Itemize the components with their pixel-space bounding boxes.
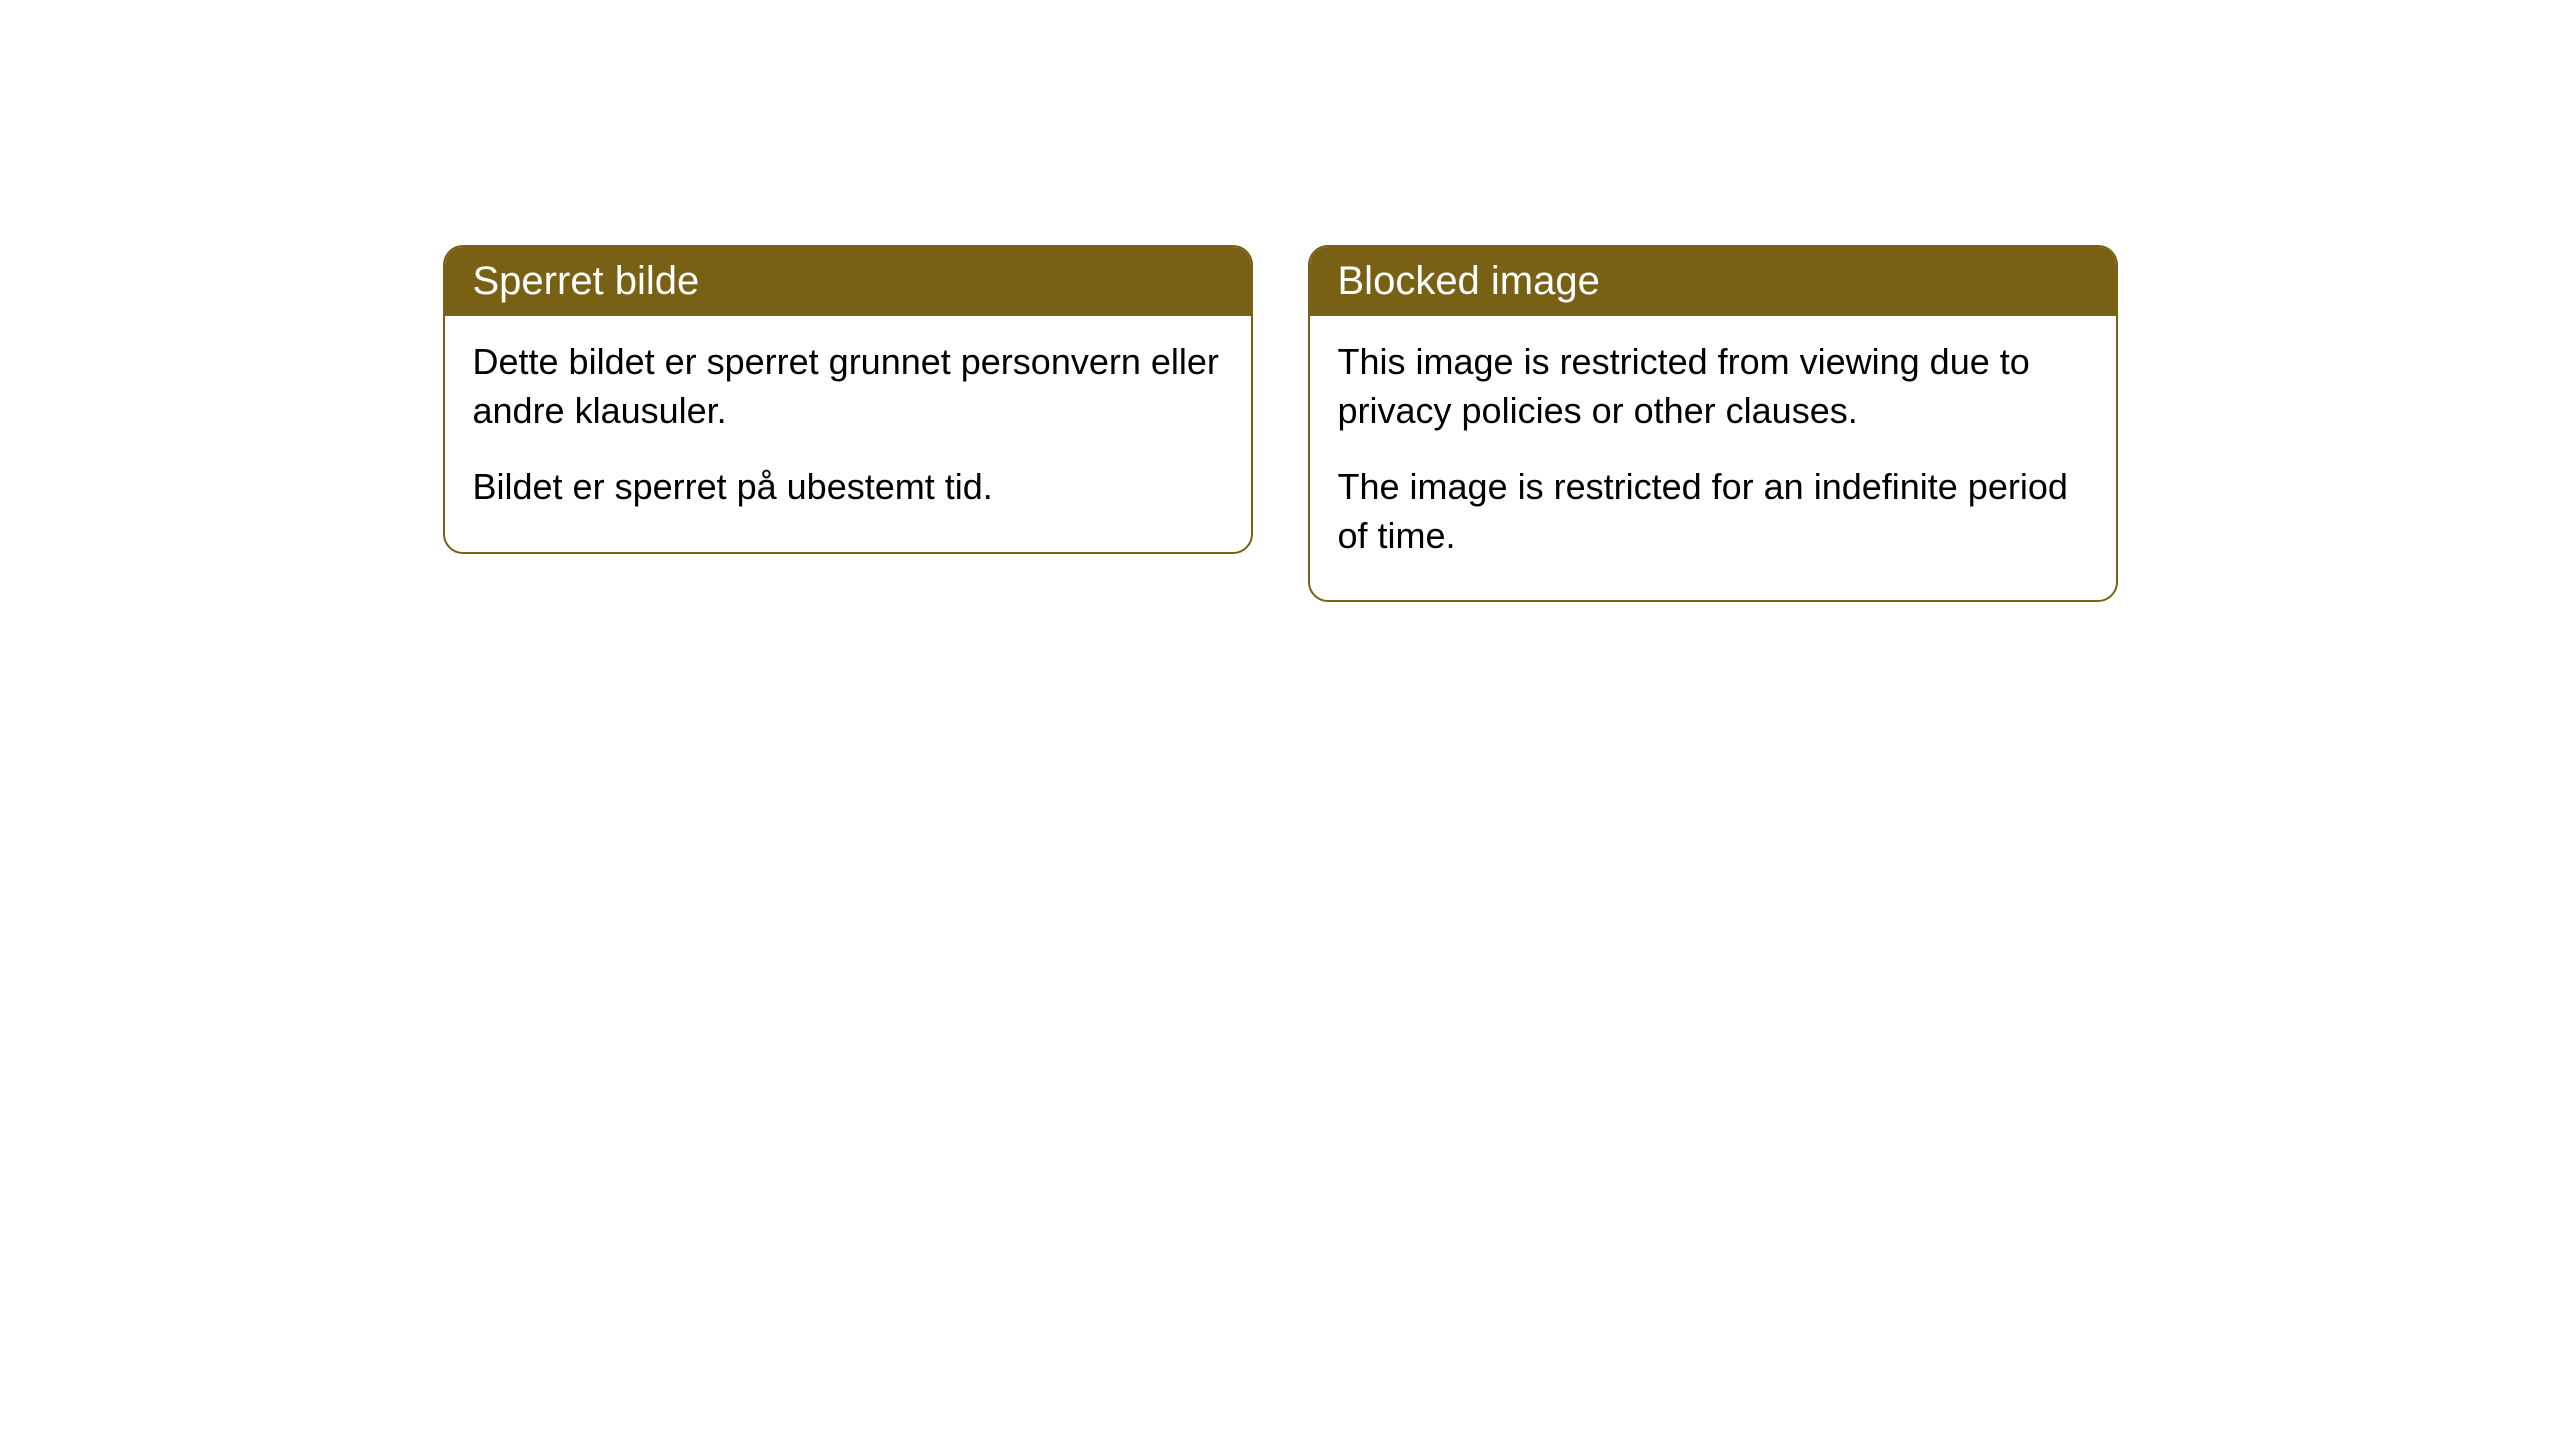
card-title: Blocked image [1338, 259, 1600, 303]
card-paragraph: This image is restricted from viewing du… [1338, 338, 2088, 435]
card-body: Dette bildet er sperret grunnet personve… [445, 316, 1251, 552]
cards-container: Sperret bilde Dette bildet er sperret gr… [443, 245, 2118, 1440]
card-paragraph: Bildet er sperret på ubestemt tid. [473, 463, 1223, 512]
card-paragraph: Dette bildet er sperret grunnet personve… [473, 338, 1223, 435]
blocked-image-card-english: Blocked image This image is restricted f… [1308, 245, 2118, 602]
card-header: Sperret bilde [445, 247, 1251, 316]
card-title: Sperret bilde [473, 259, 700, 303]
card-body: This image is restricted from viewing du… [1310, 316, 2116, 600]
card-header: Blocked image [1310, 247, 2116, 316]
blocked-image-card-norwegian: Sperret bilde Dette bildet er sperret gr… [443, 245, 1253, 554]
card-paragraph: The image is restricted for an indefinit… [1338, 463, 2088, 560]
